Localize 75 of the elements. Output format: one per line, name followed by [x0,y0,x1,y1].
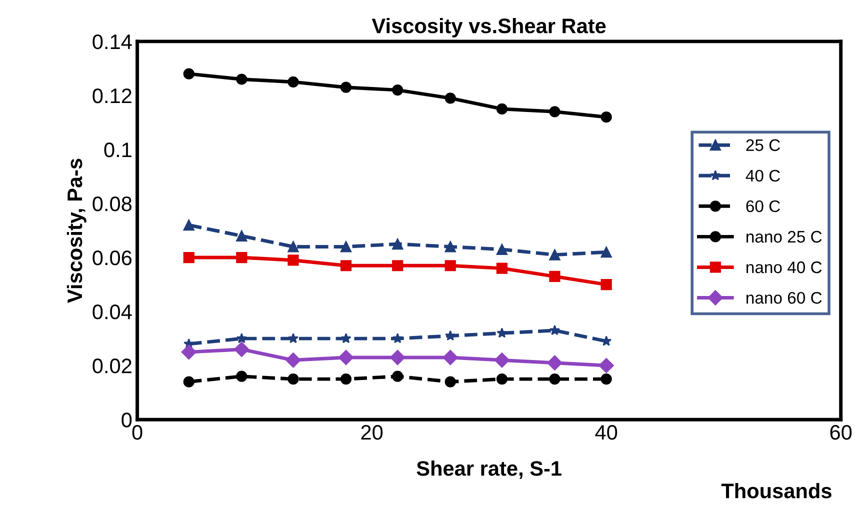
point [600,278,612,290]
y-tick-label: 0.08 [92,196,132,212]
point [392,260,404,272]
x-axis-title: Shear rate, S-1 [416,460,562,479]
point [549,106,560,118]
y-tick-label: 0 [122,412,132,428]
y-tick-label: 0.14 [92,34,132,50]
point [496,244,508,255]
point [286,352,301,368]
point [496,103,508,115]
point [183,68,194,80]
legend-label: nano 60 C [746,292,822,304]
point [549,270,560,282]
point [181,344,196,360]
point [392,84,404,96]
point [340,241,352,252]
point [183,252,194,264]
point [236,370,248,382]
point [549,374,560,385]
point [288,241,299,252]
y-tick-label: 0.02 [92,358,132,374]
legend-label: 40 C [746,170,780,182]
point [288,76,299,88]
point [340,374,352,385]
point [390,350,406,366]
legend-label: 60 C [746,200,780,212]
point [444,376,456,388]
point [236,252,248,264]
point [444,241,456,252]
y-tick-label: 0.06 [92,250,132,266]
point [392,332,403,344]
point [496,374,508,385]
point [234,342,250,357]
x-tick-label: 60 [830,424,852,440]
point [288,374,299,385]
point [549,249,560,260]
point [600,112,612,123]
legend-label: nano 40 C [746,261,822,274]
point [444,92,456,104]
point [442,350,458,366]
point [392,238,404,250]
point [445,330,456,340]
point [494,352,510,368]
point [236,74,248,85]
y-axis-title: Viscosity, Pa-s [66,158,86,303]
point [340,332,352,344]
point [496,262,508,274]
text: Thousands [721,483,832,498]
point [600,246,612,258]
x-tick-label: 40 [595,424,618,440]
point [288,332,299,344]
point [340,82,352,93]
point [183,220,194,231]
y-tick-label: 0.04 [92,304,132,320]
point [496,328,508,338]
legend-label: 25 C [746,139,780,152]
x-tick-label: 0 [132,424,142,440]
point [600,374,612,385]
legend-label: nano 25 C [746,230,822,243]
chart-title: Viscosity vs.Shear Rate [372,18,606,38]
point [392,370,404,382]
point [549,324,560,336]
point [338,350,354,366]
point [340,260,352,272]
point [183,376,194,388]
point [598,358,614,374]
x-tick-label: 20 [361,424,383,440]
y-tick-label: 0.12 [92,88,132,104]
point [601,336,612,346]
point [444,260,456,272]
point [547,355,562,370]
point [288,254,299,266]
point [236,332,247,344]
y-tick-label: 0.1 [104,142,132,158]
point [236,230,248,242]
